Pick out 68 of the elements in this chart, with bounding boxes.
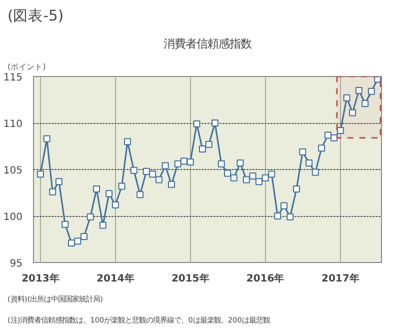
- point: [236, 159, 244, 166]
- point: [118, 182, 126, 190]
- point: [349, 109, 356, 116]
- point: [43, 135, 50, 142]
- point: [68, 239, 75, 246]
- point: [368, 88, 375, 95]
- point: [142, 168, 150, 175]
- point: [218, 160, 225, 168]
- point: [174, 160, 182, 168]
- point: [86, 213, 94, 220]
- point: [324, 132, 332, 139]
- point: [355, 86, 362, 94]
- point: [249, 172, 256, 180]
- point: [205, 140, 212, 148]
- point: [74, 238, 82, 245]
- point: [186, 158, 194, 166]
- point: [62, 220, 69, 228]
- point: [299, 148, 306, 156]
- point: [198, 146, 206, 153]
- point: [318, 144, 326, 152]
- point: [374, 76, 382, 83]
- text: (図表-5): [8, 8, 64, 24]
- x-tick-label: 2017年: [322, 272, 360, 284]
- point: [36, 170, 44, 178]
- point: [293, 186, 300, 193]
- point: [330, 134, 338, 142]
- point: [286, 213, 294, 220]
- point: [262, 174, 269, 182]
- point: [280, 202, 288, 210]
- point: [255, 178, 262, 186]
- point: [136, 191, 144, 198]
- y-tick-label: 95: [10, 258, 23, 270]
- x-tick-label: 2016年: [246, 272, 284, 284]
- point: [274, 212, 282, 220]
- point: [224, 170, 232, 177]
- point: [268, 170, 276, 178]
- point: [55, 178, 62, 186]
- point: [168, 180, 175, 188]
- y-tick-label: 110: [3, 119, 23, 130]
- point: [336, 126, 344, 134]
- point: [80, 232, 88, 240]
- chart-title: 消費者信頼感指数: [164, 36, 252, 50]
- point: [124, 138, 132, 146]
- point: [99, 222, 106, 229]
- point: [343, 94, 350, 102]
- y-axis-title: (ポイント): [8, 62, 46, 72]
- point: [155, 176, 162, 184]
- y-tick-label: 105: [3, 166, 23, 176]
- point: [149, 170, 156, 178]
- point: [211, 120, 218, 126]
- point: [312, 168, 319, 176]
- x-tick-label: 2015年: [171, 272, 210, 284]
- point: [93, 186, 100, 193]
- point: [242, 176, 250, 184]
- point: [180, 158, 188, 165]
- point: [106, 190, 113, 198]
- point: [230, 174, 238, 182]
- point: [49, 188, 56, 196]
- point: [193, 120, 200, 128]
- y-tick-label: 100: [3, 212, 23, 223]
- point: [112, 201, 119, 208]
- x-tick-label: 2013年: [22, 272, 60, 284]
- point: [362, 100, 369, 107]
- point: [306, 159, 313, 166]
- point: [162, 162, 169, 170]
- y-tick-label: 115: [3, 72, 23, 84]
- x-tick-label: 2014年: [96, 272, 134, 284]
- point: [130, 166, 138, 174]
